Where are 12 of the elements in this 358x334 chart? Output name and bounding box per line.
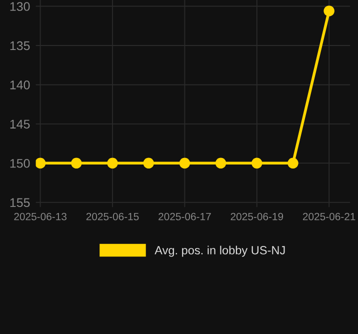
y-tick-label: 145 <box>10 120 30 129</box>
x-tick-label: 2025-06-19 <box>230 212 284 220</box>
y-tick-label: 155 <box>10 198 30 208</box>
x-tick-label: 2025-06-13 <box>14 212 66 220</box>
y-tick-label: 140 <box>10 80 30 90</box>
y-tick-label: 130 <box>10 2 30 11</box>
legend-label: Avg. pos. in lobby US-NJ <box>154 246 285 257</box>
x-tick-label: 2025-06-21 <box>302 212 356 220</box>
y-tick-label: 135 <box>10 41 30 50</box>
x-tick-label: 2025-06-15 <box>86 212 139 220</box>
y-tick-label: 150 <box>10 158 30 168</box>
x-tick-label: 2025-06-17 <box>158 212 211 220</box>
